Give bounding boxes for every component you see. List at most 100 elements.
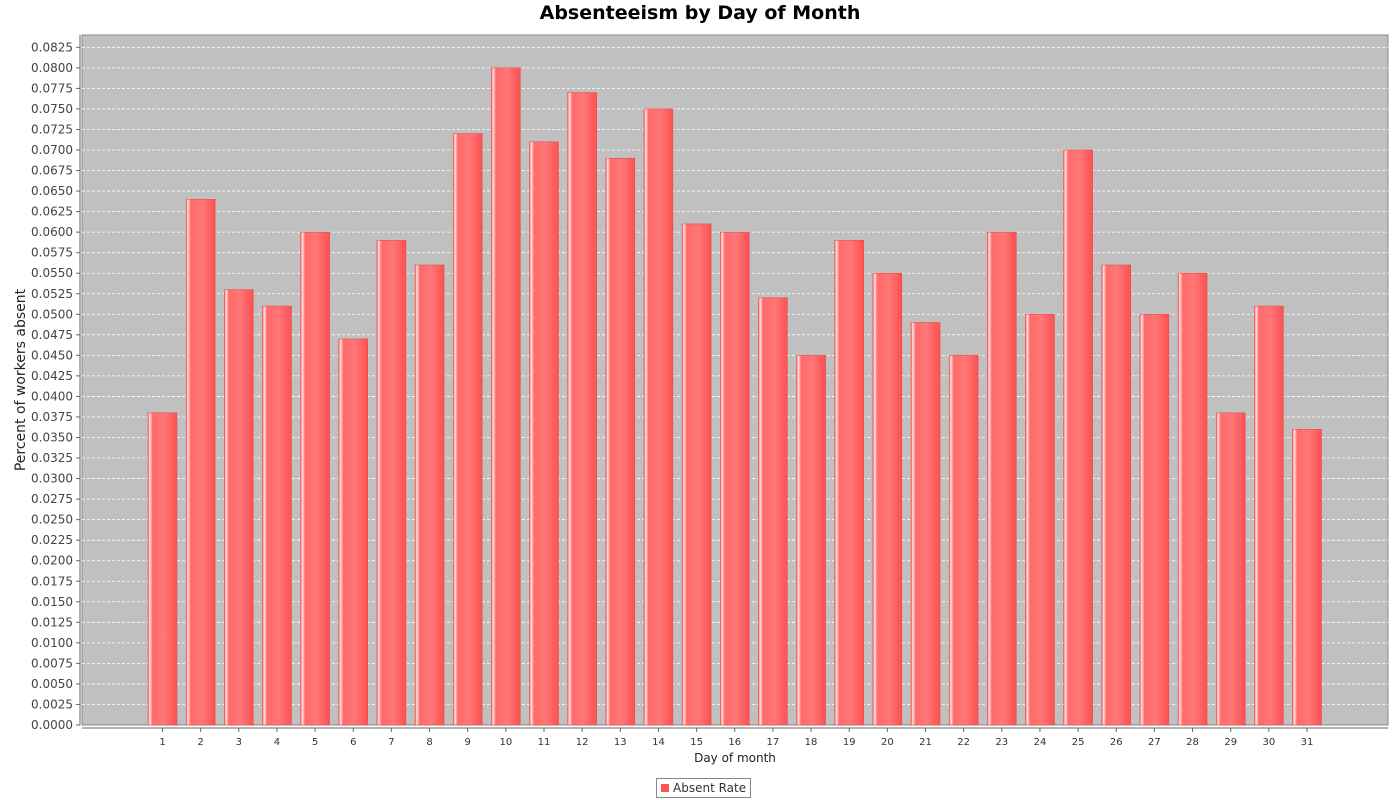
x-tick-label: 11 (538, 737, 551, 748)
x-tick-label: 23 (995, 737, 1008, 748)
y-tick-label: 0.0600 (31, 225, 73, 239)
bar-day-20 (872, 272, 903, 726)
x-tick-label: 29 (1224, 737, 1237, 748)
bar-day-2 (185, 199, 216, 726)
bar-day-3 (224, 289, 254, 726)
y-tick-label: 0.0775 (31, 81, 73, 95)
y-tick-label: 0.0475 (31, 328, 73, 342)
bar-day-15 (681, 223, 712, 726)
legend: Absent Rate (656, 778, 752, 798)
y-tick-label: 0.0250 (31, 513, 73, 527)
y-tick-label: 0.0375 (31, 410, 73, 424)
bar-day-27 (1139, 314, 1170, 726)
bar-day-7 (376, 240, 407, 726)
y-tick-label: 0.0625 (31, 205, 73, 219)
y-tick-label: 0.0225 (31, 533, 73, 547)
x-tick-label: 1 (159, 737, 165, 748)
bar-day-21 (910, 322, 941, 726)
y-tick-label: 0.0100 (31, 636, 73, 650)
x-tick-label: 25 (1072, 737, 1085, 748)
y-tick-label: 0.0200 (31, 554, 73, 568)
y-tick-label: 0.0350 (31, 431, 73, 445)
bar-day-13 (605, 157, 636, 726)
y-tick-label: 0.0725 (31, 122, 73, 136)
bar-day-1 (147, 412, 178, 726)
x-tick-label: 24 (1034, 737, 1047, 748)
y-axis-label: Percent of workers absent (13, 288, 29, 471)
x-tick-label: 6 (350, 737, 356, 748)
x-tick-label: 28 (1186, 737, 1199, 748)
y-tick-label: 0.0550 (31, 266, 73, 280)
bar-day-18 (796, 355, 826, 726)
x-tick-label: 18 (805, 737, 818, 748)
y-tick-label: 0.0525 (31, 287, 73, 301)
y-tick-label: 0.0175 (31, 574, 73, 588)
y-tick-label: 0.0000 (31, 718, 73, 732)
bar-day-24 (1025, 314, 1055, 726)
bar-day-5 (300, 231, 330, 726)
y-tick-label: 0.0800 (31, 61, 73, 75)
bar-day-26 (1101, 264, 1131, 726)
bar-day-30 (1254, 305, 1284, 726)
y-tick-label: 0.0675 (31, 164, 73, 178)
y-tick-label: 0.0150 (31, 595, 73, 609)
bar-day-12 (567, 92, 597, 726)
x-tick-label: 31 (1301, 737, 1314, 748)
x-tick-label: 14 (652, 737, 665, 748)
x-axis-label: Day of month (694, 751, 776, 765)
y-tick-label: 0.0500 (31, 307, 73, 321)
y-tick-label: 0.0400 (31, 389, 73, 403)
bar-day-22 (948, 355, 979, 726)
x-tick-label: 17 (767, 737, 780, 748)
x-tick-label: 3 (236, 737, 242, 748)
bar-day-29 (1215, 412, 1246, 726)
bar-day-10 (491, 67, 521, 726)
bar-day-6 (338, 338, 368, 726)
bar-day-23 (987, 231, 1017, 726)
y-tick-label: 0.0650 (31, 184, 73, 198)
x-tick-label: 21 (919, 737, 932, 748)
bar-day-14 (643, 108, 674, 726)
bar-day-31 (1292, 429, 1322, 726)
x-tick-label: 15 (690, 737, 703, 748)
y-tick-label: 0.0275 (31, 492, 73, 506)
y-tick-label: 0.0425 (31, 369, 73, 383)
bar-day-17 (758, 297, 788, 726)
bar-day-19 (834, 240, 864, 726)
y-tick-label: 0.0450 (31, 348, 73, 362)
bar-day-9 (452, 133, 483, 726)
y-tick-label: 0.0125 (31, 615, 73, 629)
x-tick-label: 9 (465, 737, 471, 748)
x-tick-label: 27 (1148, 737, 1161, 748)
x-tick-label: 26 (1110, 737, 1123, 748)
y-tick-label: 0.0575 (31, 246, 73, 260)
bars (147, 67, 1322, 726)
bar-day-16 (720, 231, 750, 726)
x-tick-label: 10 (499, 737, 512, 748)
y-tick-label: 0.0700 (31, 143, 73, 157)
legend-label: Absent Rate (673, 781, 747, 795)
y-tick-label: 0.0300 (31, 472, 73, 486)
x-tick-label: 2 (197, 737, 203, 748)
bar-day-11 (529, 141, 559, 726)
x-tick-label: 8 (426, 737, 432, 748)
x-tick-label: 22 (957, 737, 970, 748)
x-tick-label: 16 (728, 737, 741, 748)
x-axis-ticks: 1 2 3 4 5 6 7 8 9 10 11 12 13 14 15 16 17 18 19 20 21 22 23 24 2… (159, 728, 1313, 748)
x-tick-label: 13 (614, 737, 627, 748)
x-tick-label: 20 (881, 737, 894, 748)
x-tick-label: 30 (1262, 737, 1275, 748)
bar-day-25 (1063, 149, 1093, 726)
y-tick-label: 0.0025 (31, 697, 73, 711)
bar-day-4 (262, 305, 292, 726)
y-tick-label: 0.0325 (31, 451, 73, 465)
y-axis-ticks: 0.0000 0.0025 0.0050 0.0075 0.0100 0.0125 0.01… (31, 40, 80, 732)
x-tick-label: 5 (312, 737, 318, 748)
legend-swatch (661, 784, 669, 792)
chart-title: Absenteeism by Day of Month (539, 2, 861, 24)
bar-day-28 (1177, 272, 1208, 726)
x-tick-label: 4 (274, 737, 280, 748)
x-tick-label: 12 (576, 737, 589, 748)
x-tick-label: 19 (843, 737, 856, 748)
